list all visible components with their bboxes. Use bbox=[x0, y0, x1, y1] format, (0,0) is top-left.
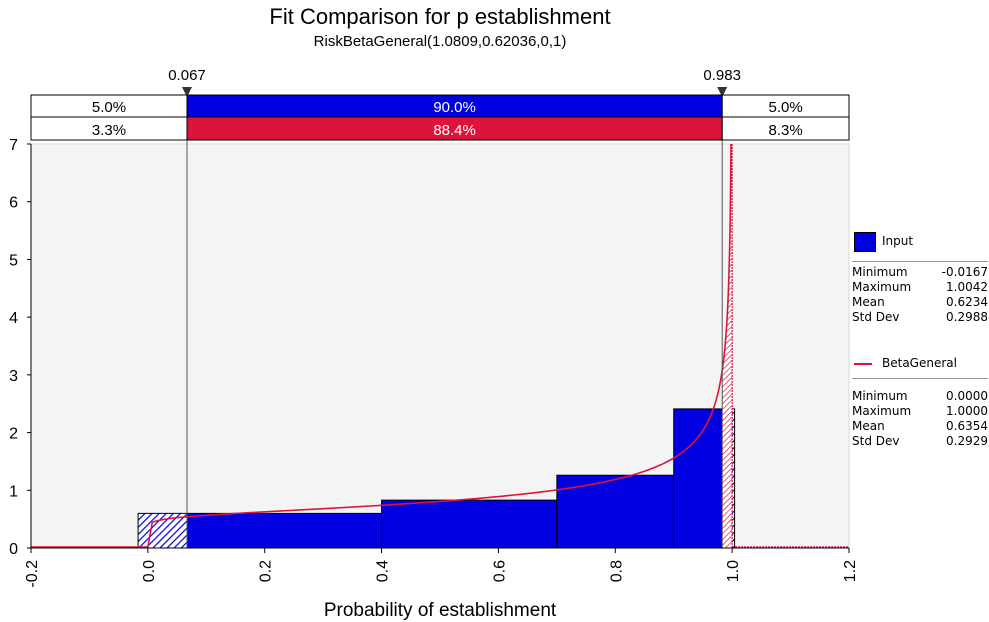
y-tick-label: 2 bbox=[9, 426, 18, 443]
legend-stat-value: 0.0000 bbox=[946, 389, 988, 403]
histogram-bar bbox=[556, 475, 674, 548]
input-band-middle-label: 90.0% bbox=[433, 99, 476, 116]
chart-subtitle: RiskBetaGeneral(1.0809,0.62036,0,1) bbox=[313, 33, 567, 50]
legend-divider bbox=[852, 378, 988, 379]
input-band-right-label: 5.0% bbox=[769, 99, 803, 116]
fit-band-left-label: 3.3% bbox=[92, 122, 126, 139]
chart-title: Fit Comparison for p establishment bbox=[269, 4, 611, 29]
x-tick-label: 0.4 bbox=[375, 560, 392, 582]
legend-stat-value: 1.0000 bbox=[946, 404, 988, 418]
legend-input-entry[interactable]: Input bbox=[852, 232, 988, 254]
legend-input-label: Input bbox=[882, 234, 914, 248]
legend-stat-value: 0.6234 bbox=[946, 295, 988, 309]
legend-stat-row: Minimum -0.0167 bbox=[852, 265, 988, 280]
x-tick-label: 0.0 bbox=[141, 560, 158, 582]
y-tick-label: 4 bbox=[9, 310, 18, 327]
x-tick-label: 0.6 bbox=[491, 560, 508, 582]
histogram-bar bbox=[673, 408, 723, 548]
histogram-bar bbox=[381, 500, 557, 548]
input-swatch-icon bbox=[854, 232, 876, 252]
legend-stat-value: 1.0042 bbox=[946, 280, 988, 294]
y-tick-label: 0 bbox=[9, 541, 18, 558]
x-tick-label: 0.8 bbox=[608, 560, 625, 582]
legend-stat-value: 0.2929 bbox=[946, 434, 988, 448]
x-tick-label: 1.2 bbox=[842, 560, 859, 582]
x-axis-label: Probability of establishment bbox=[324, 600, 557, 621]
legend-stat-row: Maximum 1.0042 bbox=[852, 280, 988, 295]
legend-stat-row: Std Dev 0.2929 bbox=[852, 434, 988, 449]
legend-stat-name: Std Dev bbox=[852, 310, 900, 324]
x-tick-label: 0.2 bbox=[258, 560, 275, 582]
legend-stat-value: 0.6354 bbox=[946, 419, 988, 433]
legend-stat-name: Mean bbox=[852, 419, 885, 433]
fit-band-right-cell bbox=[721, 116, 850, 141]
legend-divider bbox=[852, 261, 988, 262]
legend-stat-row: Mean 0.6234 bbox=[852, 295, 988, 310]
marker-left-handle-icon bbox=[182, 87, 193, 97]
histogram-bar bbox=[187, 513, 382, 548]
marker-right-label: 0.983 bbox=[703, 67, 741, 84]
legend: Input Minimum -0.0167 Maximum 1.0042 Mean 0.6… bbox=[852, 232, 988, 448]
histogram-bar-tail bbox=[138, 513, 188, 548]
legend-stat-value: -0.0167 bbox=[941, 265, 988, 279]
legend-stat-value: 0.2988 bbox=[946, 310, 988, 324]
marker-right-handle-icon bbox=[717, 87, 728, 97]
legend-stat-name: Maximum bbox=[852, 404, 912, 418]
y-tick-label: 1 bbox=[9, 483, 18, 500]
histogram-bar-outline bbox=[673, 408, 736, 548]
legend-stat-row: Std Dev 0.2988 bbox=[852, 310, 988, 325]
y-tick-label: 3 bbox=[9, 368, 18, 385]
x-tick-label: 1.0 bbox=[725, 560, 742, 582]
marker-left-label: 0.067 bbox=[168, 67, 206, 84]
fitted-curve-line bbox=[31, 143, 732, 548]
legend-fit-label: BetaGeneral bbox=[882, 356, 957, 370]
y-tick-label: 7 bbox=[9, 137, 18, 154]
fit-band-right-label: 8.3% bbox=[769, 122, 803, 139]
y-tick-label: 5 bbox=[9, 252, 18, 269]
fit-line-swatch-icon bbox=[854, 363, 872, 365]
legend-fit-entry[interactable]: BetaGeneral bbox=[852, 354, 988, 376]
legend-stat-name: Mean bbox=[852, 295, 885, 309]
legend-stat-name: Maximum bbox=[852, 280, 912, 294]
fit-band-middle-label: 88.4% bbox=[433, 122, 476, 139]
legend-stat-name: Std Dev bbox=[852, 434, 900, 448]
y-tick-label: 6 bbox=[9, 195, 18, 212]
fit-tail-area bbox=[722, 144, 732, 548]
input-band-left-label: 5.0% bbox=[92, 99, 126, 116]
legend-stat-row: Mean 0.6354 bbox=[852, 419, 988, 434]
legend-stat-row: Minimum 0.0000 bbox=[852, 389, 988, 404]
legend-stat-row: Maximum 1.0000 bbox=[852, 404, 988, 419]
legend-stat-name: Minimum bbox=[852, 265, 908, 279]
legend-stat-name: Minimum bbox=[852, 389, 908, 403]
x-tick-label: -0.2 bbox=[24, 560, 41, 588]
